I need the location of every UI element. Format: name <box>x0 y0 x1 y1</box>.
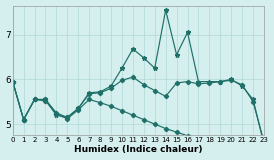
X-axis label: Humidex (Indice chaleur): Humidex (Indice chaleur) <box>74 145 202 154</box>
